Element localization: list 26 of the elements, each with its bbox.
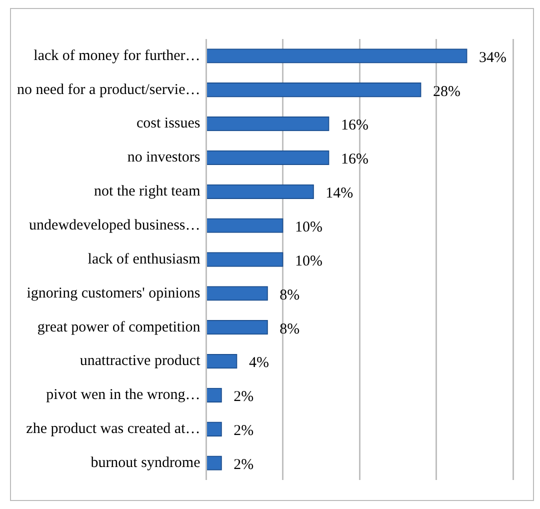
data-label: 28%: [432, 84, 460, 100]
y-tick-label: pivot wen in the wrong…: [46, 387, 200, 404]
data-label: 8%: [280, 321, 300, 338]
y-tick-label: unattractive product: [80, 353, 202, 370]
y-tick-label: burnout syndrome: [90, 454, 201, 471]
y-tick-label: no need for a product/servie…: [16, 82, 200, 98]
data-label: 4%: [248, 355, 269, 372]
data-label: 2%: [234, 456, 254, 473]
y-tick-label: great power of competition: [37, 319, 201, 336]
y-tick-label: not the right team: [94, 184, 201, 200]
data-label: 14%: [326, 186, 354, 202]
data-label: 10%: [294, 220, 322, 236]
data-label: 10%: [294, 253, 322, 270]
data-label: 16%: [340, 118, 368, 134]
y-tick-label: cost issues: [136, 116, 200, 132]
y-tick-label: lack of money for further…: [34, 48, 200, 64]
y-tick-label: ignoring customers' opinions: [26, 285, 200, 302]
data-label: 2%: [234, 389, 254, 406]
data-label: 2%: [234, 423, 254, 440]
y-tick-label: undewdeveloped business…: [29, 218, 200, 234]
data-label: 8%: [280, 287, 300, 304]
data-label: 34%: [478, 50, 506, 66]
y-tick-label: zhe product was created at…: [26, 421, 200, 438]
data-label: 16%: [340, 152, 368, 168]
y-tick-label: no investors: [127, 150, 200, 166]
y-tick-label: lack of enthusiasm: [88, 251, 201, 268]
